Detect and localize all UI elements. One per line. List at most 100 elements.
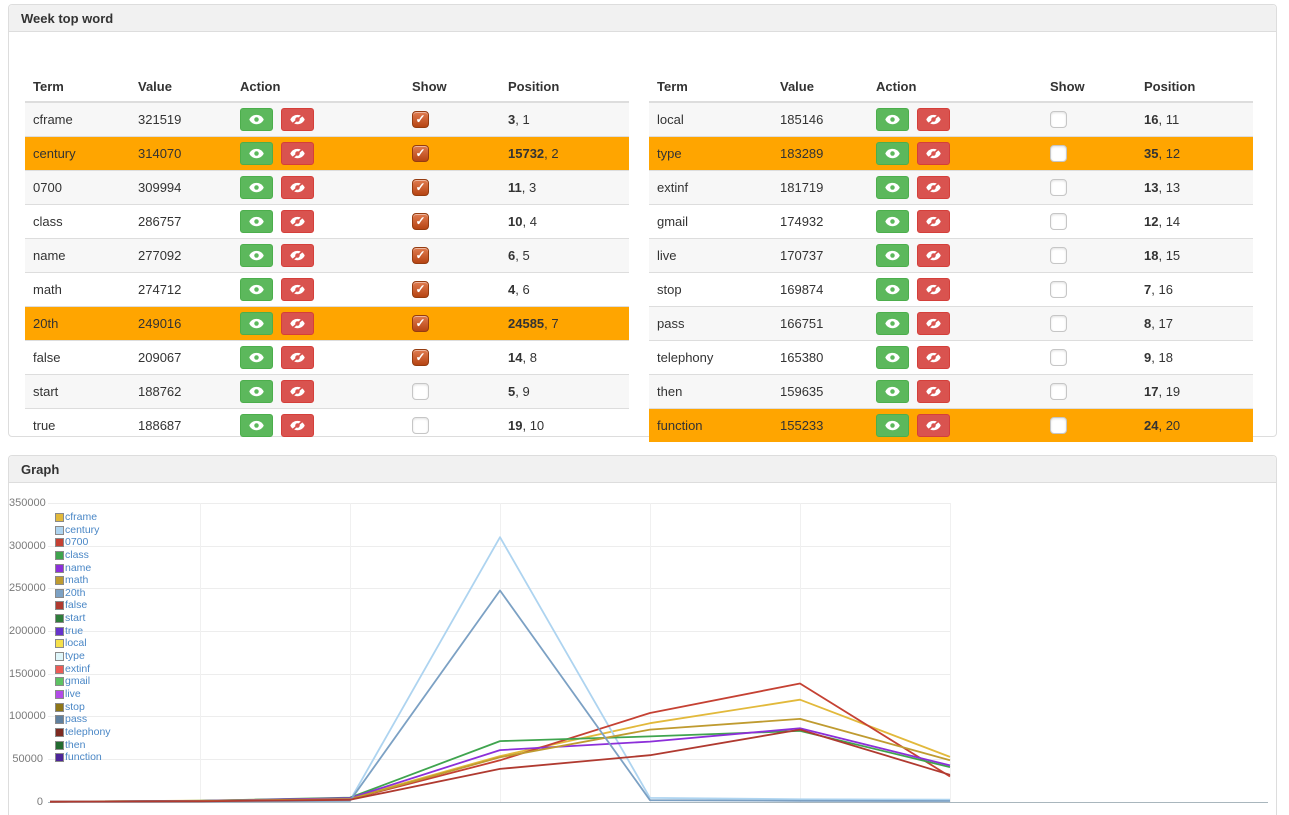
hide-button[interactable] (916, 312, 950, 335)
show-checkbox[interactable]: ✓ (412, 315, 429, 333)
legend-item[interactable]: math (55, 572, 111, 586)
hide-button[interactable] (280, 414, 314, 437)
table-header-row: Term Value Action Show Position (25, 75, 629, 103)
action-cell (868, 374, 1042, 409)
show-button[interactable] (240, 176, 273, 199)
show-checkbox[interactable]: ✓ (412, 213, 429, 231)
legend-item[interactable]: live (55, 686, 111, 700)
show-button[interactable] (876, 346, 909, 369)
show-button[interactable] (876, 244, 909, 267)
legend-item[interactable]: start (55, 610, 111, 624)
show-checkbox[interactable]: ✓ (412, 349, 429, 367)
value-cell: 169874 (772, 272, 868, 307)
table-row: true 188687 19, 10 (25, 408, 629, 442)
legend-label: false (65, 599, 88, 612)
show-checkbox[interactable] (412, 383, 429, 401)
show-checkbox[interactable] (1050, 417, 1067, 435)
legend-label: type (65, 650, 85, 663)
hide-button[interactable] (916, 278, 950, 301)
show-checkbox[interactable] (1050, 111, 1067, 129)
hide-button[interactable] (280, 108, 314, 131)
legend-item[interactable]: pass (55, 711, 111, 725)
legend-item[interactable]: type (55, 648, 111, 663)
legend-item[interactable]: 20th (55, 585, 111, 599)
legend-item[interactable]: false (55, 597, 111, 612)
legend-item[interactable]: 0700 (55, 534, 111, 548)
line-series-0700 (49, 682, 951, 803)
show-checkbox[interactable]: ✓ (412, 145, 429, 163)
show-checkbox[interactable]: ✓ (412, 281, 429, 299)
legend-item[interactable]: cframe (55, 509, 111, 523)
show-button[interactable] (240, 380, 273, 403)
hide-button[interactable] (916, 142, 950, 165)
hide-button[interactable] (280, 176, 314, 199)
show-button[interactable] (240, 108, 273, 131)
hide-button[interactable] (280, 210, 314, 233)
show-checkbox[interactable] (1050, 145, 1067, 163)
legend-item[interactable]: stop (55, 699, 111, 713)
hide-button[interactable] (280, 142, 314, 165)
hide-button[interactable] (916, 210, 950, 233)
show-checkbox[interactable]: ✓ (412, 111, 429, 129)
legend-item[interactable]: century (55, 522, 111, 536)
eye-icon (885, 284, 900, 295)
table-row: gmail 174932 12, 14 (649, 204, 1253, 239)
hide-button[interactable] (916, 244, 950, 267)
hide-button[interactable] (916, 414, 950, 437)
show-button[interactable] (876, 210, 909, 233)
hide-button[interactable] (916, 346, 950, 369)
show-checkbox[interactable] (1050, 349, 1067, 367)
show-checkbox[interactable] (1050, 383, 1067, 401)
show-checkbox[interactable] (1050, 179, 1067, 197)
show-button[interactable] (876, 380, 909, 403)
legend-item[interactable]: telephony (55, 724, 111, 738)
show-checkbox[interactable] (412, 417, 429, 435)
position-main: 14 (508, 350, 523, 365)
position-main: 5 (508, 384, 516, 399)
show-button[interactable] (876, 414, 909, 437)
show-button[interactable] (876, 278, 909, 301)
show-button[interactable] (876, 176, 909, 199)
show-button[interactable] (240, 312, 273, 335)
show-button[interactable] (876, 142, 909, 165)
legend-item[interactable]: class (55, 547, 111, 561)
legend-item[interactable]: local (55, 635, 111, 649)
gridline-h (48, 759, 950, 761)
hide-button[interactable] (280, 278, 314, 301)
legend-item[interactable]: name (55, 560, 111, 574)
hide-button[interactable] (916, 380, 950, 403)
hide-button[interactable] (280, 312, 314, 335)
show-checkbox[interactable] (1050, 247, 1067, 265)
line-series-class (49, 729, 951, 803)
show-checkbox[interactable] (1050, 213, 1067, 231)
show-checkbox[interactable]: ✓ (412, 179, 429, 197)
legend-item[interactable]: extinf (55, 661, 111, 675)
legend-item[interactable]: then (55, 737, 111, 751)
show-button[interactable] (240, 278, 273, 301)
show-checkbox[interactable] (1050, 281, 1067, 299)
hide-button[interactable] (916, 176, 950, 199)
show-button[interactable] (876, 312, 909, 335)
hide-button[interactable] (280, 346, 314, 369)
show-checkbox[interactable] (1050, 315, 1067, 333)
hide-button[interactable] (280, 244, 314, 267)
legend-item[interactable]: function (55, 749, 111, 763)
show-button[interactable] (240, 142, 273, 165)
eye-slash-icon (289, 114, 305, 125)
hide-button[interactable] (916, 108, 950, 131)
show-button[interactable] (240, 414, 273, 437)
legend-item[interactable]: true (55, 623, 111, 637)
show-button[interactable] (240, 346, 273, 369)
show-button[interactable] (876, 108, 909, 131)
week-panel-title: Week top word (21, 11, 114, 26)
eye-slash-icon (289, 148, 305, 159)
hide-button[interactable] (280, 380, 314, 403)
legend-swatch (55, 715, 64, 725)
show-button[interactable] (240, 210, 273, 233)
gridline-h (48, 503, 950, 505)
show-button[interactable] (240, 244, 273, 267)
y-tick-label: 300000 (9, 539, 46, 552)
show-checkbox[interactable]: ✓ (412, 247, 429, 265)
header-term: Term (649, 75, 772, 103)
legend-item[interactable]: gmail (55, 673, 111, 687)
